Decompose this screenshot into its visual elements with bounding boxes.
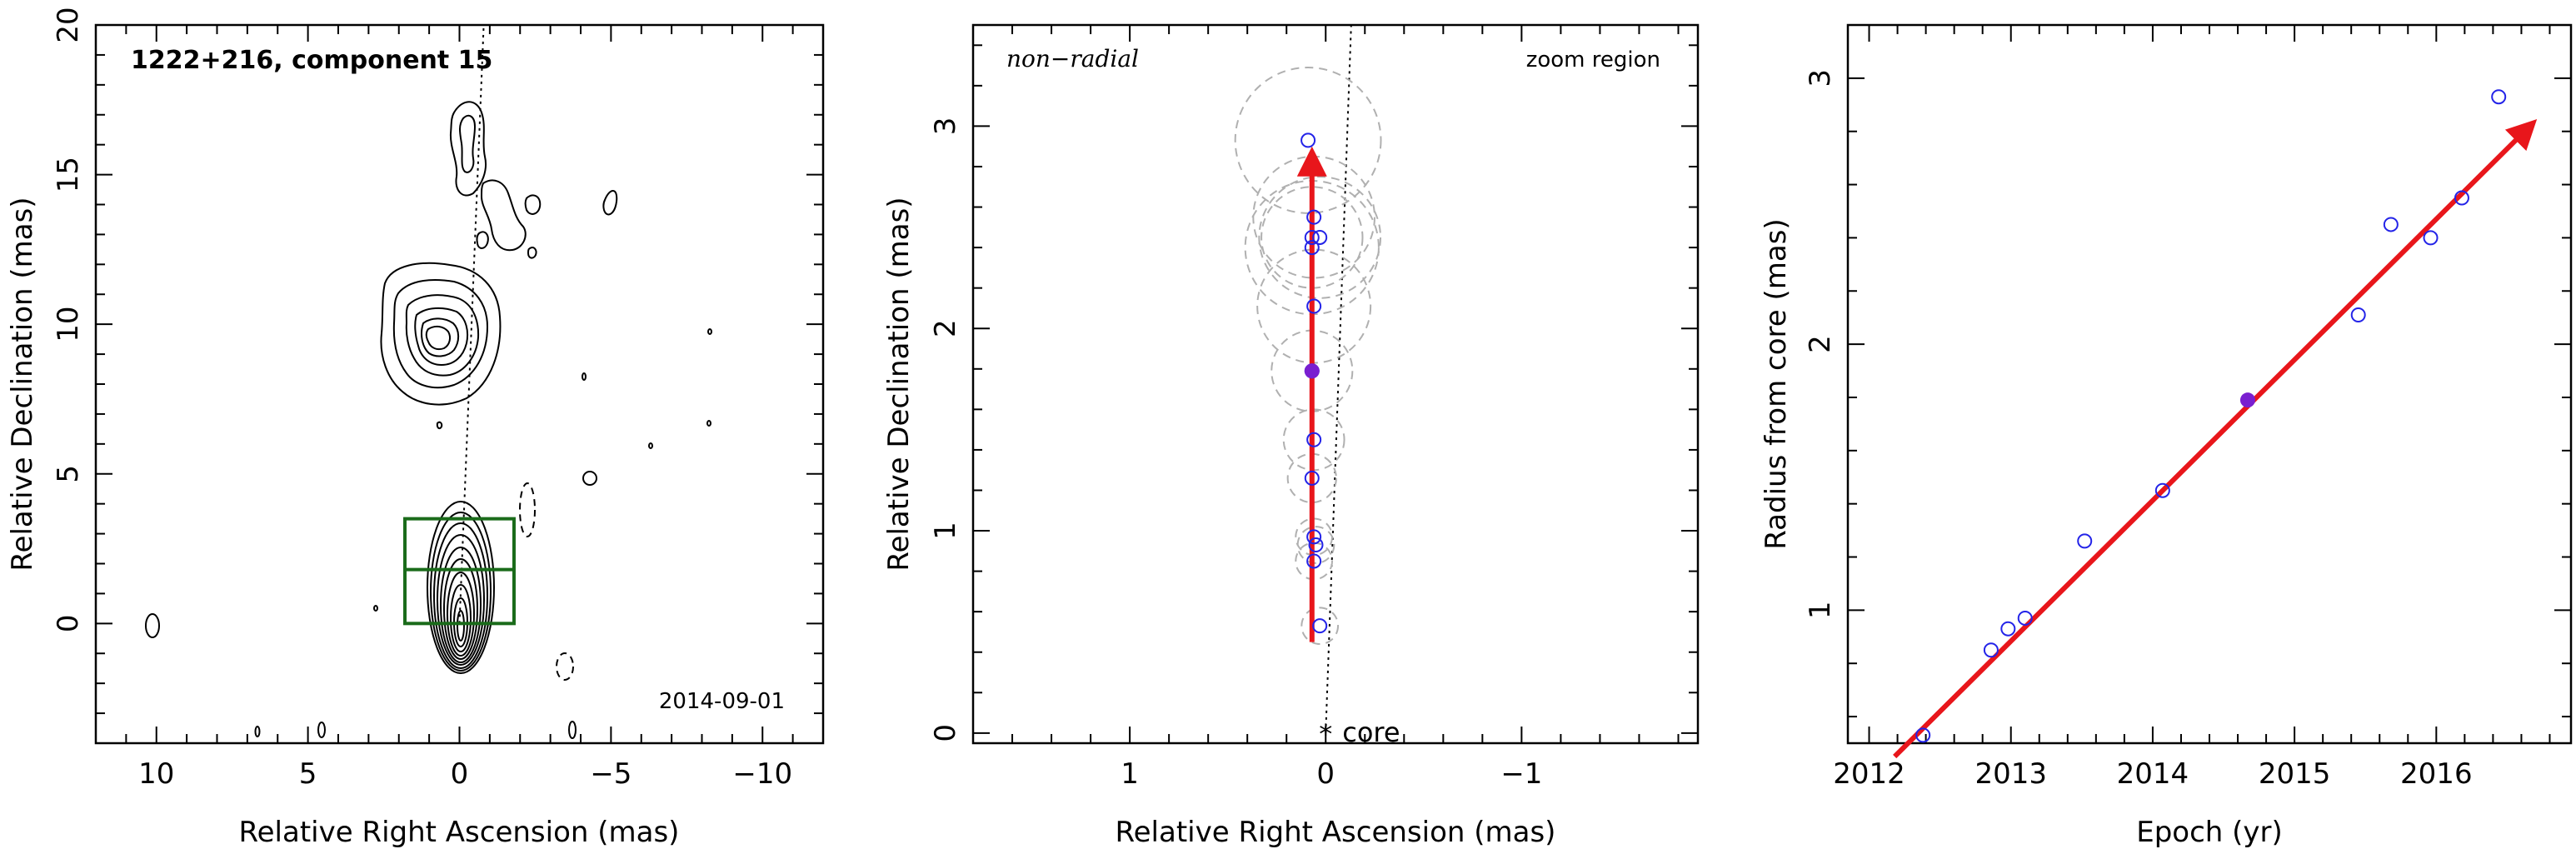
map-title: 1222+216, component 15 (131, 46, 492, 75)
map-date: 2014-09-01 (659, 689, 785, 714)
map-contours (145, 101, 712, 739)
core-marker: * (1319, 718, 1332, 750)
radius-x-tick-label: 2014 (2117, 757, 2189, 791)
map-y-axis-label: Relative Declination (mas) (6, 197, 39, 571)
zoom-ticks: 1 0 −1 0 1 2 3 (929, 25, 1698, 791)
negative-contours (519, 482, 574, 681)
map-x-tick-label: 10 (138, 757, 174, 791)
map-x-tick-label: −5 (590, 757, 632, 791)
radius-point (2454, 190, 2469, 206)
map-x-axis-label: Relative Right Ascension (mas) (239, 816, 680, 849)
map-y-tick-label: 10 (52, 307, 85, 342)
component-ring (1261, 186, 1364, 289)
isolated-contours (145, 328, 712, 739)
zoom-x-tick-label: 1 (1121, 757, 1139, 791)
radius-point (1983, 642, 1999, 658)
component-ring (1296, 526, 1335, 564)
radius-x-axis-label: Epoch (yr) (2136, 816, 2283, 849)
radius-y-tick-label: 3 (1804, 69, 1837, 87)
component-point (1306, 529, 1322, 545)
map-x-tick-label: −10 (732, 757, 792, 791)
component-point (1306, 553, 1322, 569)
radius-x-tick-label: 2012 (1833, 757, 1905, 791)
radius-frame (1846, 23, 2573, 745)
map-ticks: 10 5 0 −5 −10 0 5 10 15 20 (52, 7, 824, 791)
radius-point (2491, 89, 2507, 105)
radius-ticks: 2012 2013 2014 2015 2016 1 2 3 (1804, 24, 2571, 791)
component-point (1304, 229, 1320, 245)
radius-point (2154, 482, 2170, 498)
zoom-region-label: zoom region (1526, 47, 1660, 72)
radius-point (2017, 610, 2033, 626)
radius-point (2000, 621, 2016, 637)
upper-jet-contours (436, 101, 618, 430)
panel-contour-map: 10 5 0 −5 −10 0 5 10 15 20 (6, 7, 825, 849)
zoom-x-axis-label: Relative Right Ascension (mas) (1116, 816, 1556, 849)
jet-ridge-line (458, 24, 485, 624)
map-x-tick-label: 0 (451, 757, 469, 791)
map-y-tick-label: 20 (52, 7, 85, 42)
radius-y-tick-label: 2 (1804, 335, 1837, 353)
map-x-tick-label: 5 (299, 757, 317, 791)
panel-zoom-region: 1 0 −1 0 1 2 3 non−radial zoom region * core R… (882, 23, 1700, 849)
radius-points (1915, 89, 2507, 743)
map-y-tick-label: 15 (52, 157, 85, 192)
zoom-y-tick-label: 2 (929, 319, 962, 337)
highlighted-epoch-point (1304, 363, 1320, 379)
component-point (1304, 470, 1320, 486)
zoom-y-axis-label: Relative Declination (mas) (882, 197, 916, 571)
zoom-x-tick-label: −1 (1500, 757, 1542, 791)
highlighted-epoch-point (2239, 392, 2255, 408)
radius-point (2423, 230, 2439, 246)
zoom-y-tick-label: 0 (929, 724, 962, 742)
zoom-mode-label: non−radial (1006, 45, 1139, 72)
component-ring (1258, 176, 1382, 299)
component-point (1308, 537, 1324, 553)
core-label: core (1342, 717, 1400, 748)
radius-x-tick-label: 2013 (1974, 757, 2047, 791)
jet-feature-contours (380, 262, 502, 406)
radius-point (2383, 217, 2399, 232)
map-y-tick-label: 0 (52, 615, 85, 633)
map-y-tick-label: 5 (52, 465, 85, 483)
fit-arrow (1893, 119, 2538, 759)
radius-y-axis-label: Radius from core (mas) (1760, 218, 1793, 549)
zoom-ridge-line (1325, 24, 1352, 733)
component-point (1300, 132, 1316, 148)
zoom-region-box (403, 517, 516, 626)
component-point (1306, 209, 1322, 225)
component-point (1304, 240, 1320, 256)
core-contours (427, 501, 495, 674)
radius-point (1915, 727, 1931, 743)
component-point (1306, 432, 1322, 447)
radius-point (2350, 307, 2366, 322)
zoom-frame (971, 23, 1700, 745)
panel-radius-vs-epoch: 2012 2013 2014 2015 2016 1 2 3 Epoch (yr) Radiu… (1760, 23, 2573, 849)
radius-x-tick-label: 2016 (2400, 757, 2473, 791)
component-point (1312, 618, 1328, 634)
component-ring (1234, 66, 1382, 214)
zoom-y-tick-label: 1 (929, 522, 962, 540)
component-point (1312, 229, 1328, 245)
zoom-x-tick-label: 0 (1316, 757, 1335, 791)
radius-point (2077, 533, 2093, 549)
radius-x-tick-label: 2015 (2259, 757, 2331, 791)
radius-y-tick-label: 1 (1804, 602, 1837, 620)
zoom-y-tick-label: 3 (929, 117, 962, 136)
component-point (1306, 298, 1322, 314)
component-ring (1300, 607, 1340, 646)
